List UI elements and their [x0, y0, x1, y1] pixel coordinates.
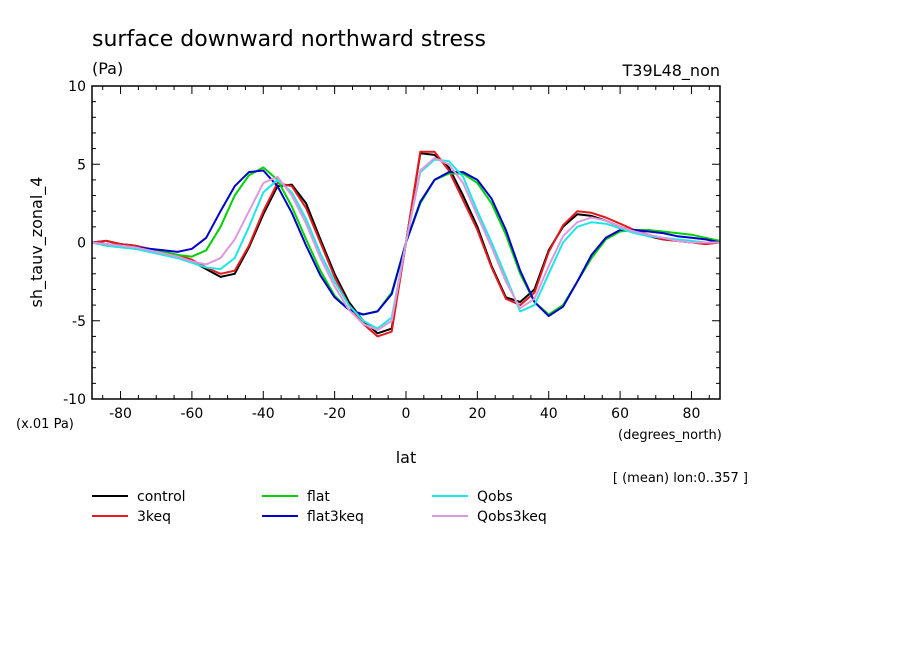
y-tick-label: -10	[63, 392, 86, 408]
x-tick-label: -40	[252, 406, 275, 422]
x-tick-label: 20	[468, 406, 486, 422]
plot-frame	[91, 85, 721, 400]
y-scale-note: (x.01 Pa)	[16, 417, 74, 432]
legend-label-flat3keq: flat3keq	[307, 509, 364, 525]
x-tick-label: -80	[109, 406, 132, 422]
x-tick-label: -20	[323, 406, 346, 422]
x-tick-label: 60	[611, 406, 629, 422]
x-tick-label: 40	[540, 406, 558, 422]
y-axis-label: sh_tauv_zonal_4	[27, 177, 47, 308]
legend-label-control: control	[137, 489, 186, 505]
series-line-qobs3keq	[91, 157, 720, 332]
mean-note: [ (mean) lon:0..357 ]	[613, 471, 748, 486]
legend-label-flat: flat	[307, 489, 330, 505]
x-unit-label: (degrees_north)	[618, 428, 722, 443]
y-tick-label: 5	[77, 157, 86, 173]
chart-units: (Pa)	[92, 59, 123, 78]
run-label: T39L48_non	[622, 61, 720, 81]
x-tick-label: -60	[180, 406, 203, 422]
y-tick-label: 0	[77, 236, 86, 252]
legend: control 3keq flat flat3keq Qobs Qobs3keq	[92, 489, 547, 525]
x-tick-label: 80	[683, 406, 701, 422]
legend-label-3keq: 3keq	[137, 509, 171, 525]
y-tick-label: -5	[72, 314, 86, 330]
x-tick-label: 0	[402, 406, 411, 422]
chart-title: surface downward northward stress	[92, 27, 486, 52]
legend-label-qobs: Qobs	[477, 489, 513, 505]
tick-labels: -80 -60 -40 -20 0 20 40 60 80 -10 -5 0 5 10	[63, 79, 700, 422]
y-tick-label: 10	[68, 79, 86, 95]
x-axis-label: lat	[396, 448, 417, 467]
series-lines	[91, 150, 721, 338]
legend-label-qobs3keq: Qobs3keq	[477, 509, 547, 525]
